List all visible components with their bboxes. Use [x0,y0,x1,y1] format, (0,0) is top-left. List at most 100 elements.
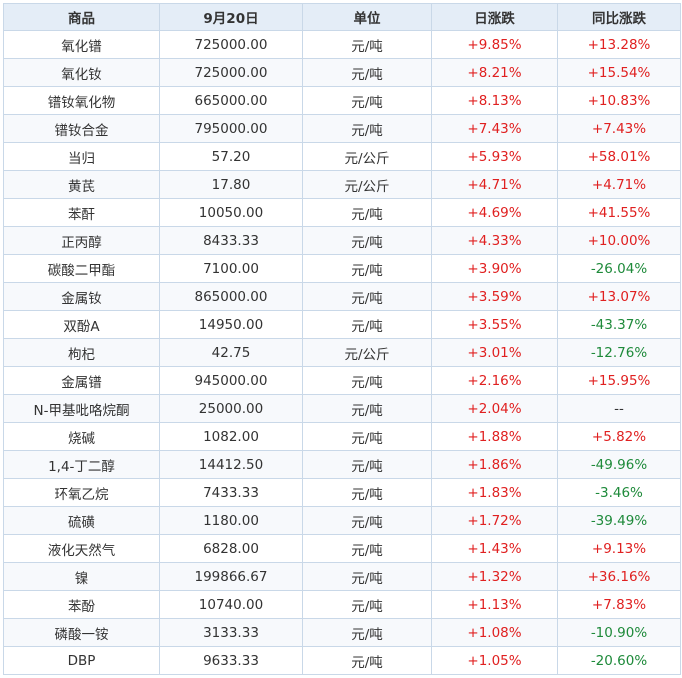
yoy-change-cell: +4.71% [557,170,681,199]
unit-cell: 元/吨 [302,254,432,283]
price-value-cell: 42.75 [159,338,303,367]
daily-change-cell: +1.32% [431,562,558,591]
commodity-name-cell: 镍 [3,562,160,591]
commodity-name-cell: 金属镨 [3,366,160,395]
yoy-change-cell: -10.90% [557,618,681,647]
daily-change-cell: +4.69% [431,198,558,227]
commodity-name-cell: 磷酸一铵 [3,618,160,647]
daily-change-cell: +4.33% [431,226,558,255]
unit-cell: 元/吨 [302,310,432,339]
table-row: 1,4-丁二醇 14412.50 元/吨 +1.86% -49.96% [3,450,681,479]
unit-cell: 元/吨 [302,422,432,451]
unit-cell: 元/吨 [302,114,432,143]
header-commodity: 商品 [3,3,160,31]
table-row: 正丙醇 8433.33 元/吨 +4.33% +10.00% [3,226,681,255]
yoy-change-cell: +7.83% [557,590,681,619]
table-row: 苯酚 10740.00 元/吨 +1.13% +7.83% [3,590,681,619]
yoy-change-cell: +10.83% [557,86,681,115]
table-body: 氧化镨 725000.00 元/吨 +9.85% +13.28% 氧化钕 725000.00… [3,30,681,675]
table-row: 氧化钕 725000.00 元/吨 +8.21% +15.54% [3,58,681,87]
table-header-row: 商品 9月20日 单位 日涨跌 同比涨跌 [3,3,681,31]
price-value-cell: 14412.50 [159,450,303,479]
commodity-name-cell: 1,4-丁二醇 [3,450,160,479]
unit-cell: 元/吨 [302,534,432,563]
commodity-name-cell: 烧碱 [3,422,160,451]
table-row: 苯酐 10050.00 元/吨 +4.69% +41.55% [3,198,681,227]
daily-change-cell: +1.88% [431,422,558,451]
price-value-cell: 10740.00 [159,590,303,619]
yoy-change-cell: -12.76% [557,338,681,367]
yoy-change-cell: +15.95% [557,366,681,395]
commodity-name-cell: 镨钕合金 [3,114,160,143]
yoy-change-cell: +13.28% [557,30,681,59]
yoy-change-cell: -20.60% [557,646,681,675]
price-value-cell: 8433.33 [159,226,303,255]
price-value-cell: 725000.00 [159,58,303,87]
unit-cell: 元/吨 [302,646,432,675]
daily-change-cell: +1.08% [431,618,558,647]
commodity-name-cell: 双酚A [3,310,160,339]
table-row: 双酚A 14950.00 元/吨 +3.55% -43.37% [3,310,681,339]
yoy-change-cell: -26.04% [557,254,681,283]
commodity-name-cell: 当归 [3,142,160,171]
yoy-change-cell: +36.16% [557,562,681,591]
unit-cell: 元/吨 [302,450,432,479]
commodity-name-cell: 氧化钕 [3,58,160,87]
table-row: 环氧乙烷 7433.33 元/吨 +1.83% -3.46% [3,478,681,507]
daily-change-cell: +1.72% [431,506,558,535]
yoy-change-cell: +58.01% [557,142,681,171]
daily-change-cell: +3.59% [431,282,558,311]
price-value-cell: 7100.00 [159,254,303,283]
table-row: 磷酸一铵 3133.33 元/吨 +1.08% -10.90% [3,618,681,647]
price-value-cell: 865000.00 [159,282,303,311]
commodity-name-cell: 氧化镨 [3,30,160,59]
table-row: 枸杞 42.75 元/公斤 +3.01% -12.76% [3,338,681,367]
yoy-change-cell: -43.37% [557,310,681,339]
price-value-cell: 17.80 [159,170,303,199]
yoy-change-cell: -49.96% [557,450,681,479]
commodity-name-cell: 硫磺 [3,506,160,535]
yoy-change-cell: +15.54% [557,58,681,87]
price-value-cell: 25000.00 [159,394,303,423]
unit-cell: 元/吨 [302,394,432,423]
table-row: 烧碱 1082.00 元/吨 +1.88% +5.82% [3,422,681,451]
table-row: 金属钕 865000.00 元/吨 +3.59% +13.07% [3,282,681,311]
daily-change-cell: +3.01% [431,338,558,367]
commodity-name-cell: N-甲基吡咯烷酮 [3,394,160,423]
table-row: 硫磺 1180.00 元/吨 +1.72% -39.49% [3,506,681,535]
price-value-cell: 3133.33 [159,618,303,647]
price-value-cell: 57.20 [159,142,303,171]
yoy-change-cell: -3.46% [557,478,681,507]
price-value-cell: 14950.00 [159,310,303,339]
yoy-change-cell: -- [557,394,681,423]
daily-change-cell: +1.13% [431,590,558,619]
yoy-change-cell: +10.00% [557,226,681,255]
commodity-name-cell: 枸杞 [3,338,160,367]
price-value-cell: 10050.00 [159,198,303,227]
commodity-name-cell: DBP [3,646,160,675]
header-daily-change: 日涨跌 [431,3,558,31]
price-value-cell: 795000.00 [159,114,303,143]
daily-change-cell: +5.93% [431,142,558,171]
table-row: 碳酸二甲酯 7100.00 元/吨 +3.90% -26.04% [3,254,681,283]
yoy-change-cell: +13.07% [557,282,681,311]
table-row: 当归 57.20 元/公斤 +5.93% +58.01% [3,142,681,171]
commodity-name-cell: 镨钕氧化物 [3,86,160,115]
commodity-name-cell: 碳酸二甲酯 [3,254,160,283]
table-row: 液化天然气 6828.00 元/吨 +1.43% +9.13% [3,534,681,563]
header-price-date: 9月20日 [159,3,303,31]
table-row: DBP 9633.33 元/吨 +1.05% -20.60% [3,646,681,675]
daily-change-cell: +7.43% [431,114,558,143]
price-value-cell: 9633.33 [159,646,303,675]
unit-cell: 元/吨 [302,618,432,647]
yoy-change-cell: +41.55% [557,198,681,227]
table-row: 镨钕氧化物 665000.00 元/吨 +8.13% +10.83% [3,86,681,115]
price-value-cell: 7433.33 [159,478,303,507]
unit-cell: 元/公斤 [302,338,432,367]
daily-change-cell: +3.90% [431,254,558,283]
commodity-name-cell: 苯酚 [3,590,160,619]
table-row: 镍 199866.67 元/吨 +1.32% +36.16% [3,562,681,591]
unit-cell: 元/公斤 [302,142,432,171]
unit-cell: 元/吨 [302,562,432,591]
price-value-cell: 725000.00 [159,30,303,59]
